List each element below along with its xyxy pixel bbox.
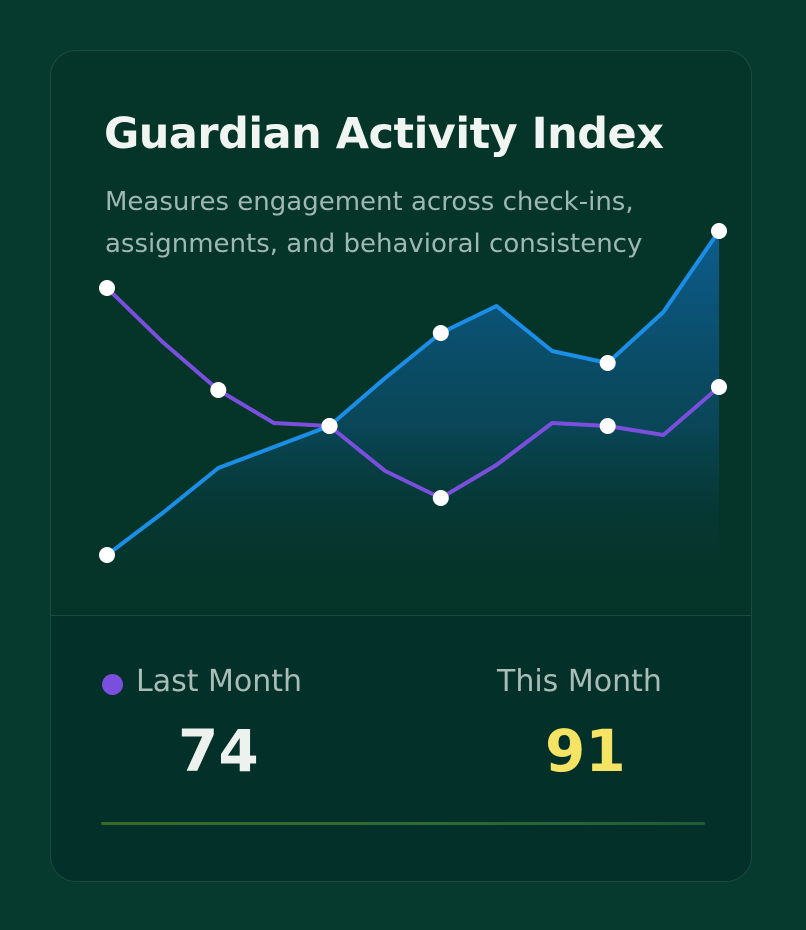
- section-divider: [51, 615, 751, 616]
- last-month-legend-dot: [102, 674, 123, 695]
- chart-lines-layer: [105, 229, 721, 557]
- progress-bar: [101, 822, 705, 825]
- this-month-line: [105, 229, 721, 557]
- this-month-point: [99, 547, 115, 563]
- activity-index-card: Guardian Activity Index Measures engagem…: [50, 50, 752, 882]
- this-month-area-fill: [107, 231, 719, 591]
- chart-area-layer: [107, 231, 719, 591]
- chart-markers-layer: [99, 223, 727, 563]
- last-month-point: [99, 280, 115, 296]
- chart-subtitle: Measures engagement across check-ins, as…: [105, 187, 643, 259]
- activity-chart: [99, 223, 727, 591]
- last-month-point: [599, 418, 616, 434]
- last-month-point: [711, 379, 727, 395]
- this-month-point: [599, 355, 616, 371]
- last-month-point: [321, 418, 338, 434]
- last-month-point: [432, 490, 449, 506]
- stats-panel: [51, 616, 751, 881]
- this-month-point: [432, 325, 449, 341]
- last-month-value: 74: [178, 717, 259, 785]
- last-month-point: [210, 382, 227, 398]
- this-month-point: [711, 223, 727, 239]
- chart-title: Guardian Activity Index: [104, 109, 664, 159]
- last-month-label: Last Month: [136, 664, 303, 699]
- this-month-label: This Month: [497, 664, 662, 699]
- this-month-value: 91: [545, 717, 626, 785]
- last-month-line: [105, 286, 721, 500]
